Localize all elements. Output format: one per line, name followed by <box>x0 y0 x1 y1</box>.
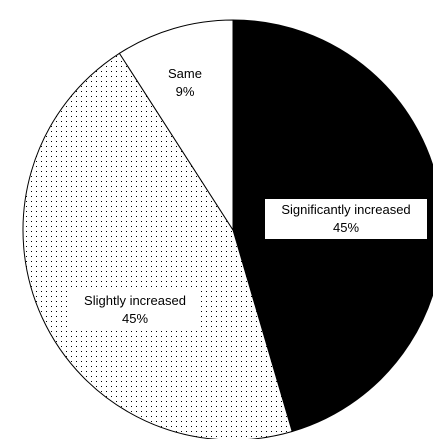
slice-category-label: Slightly increased <box>84 293 186 308</box>
slice-label-background <box>265 199 427 239</box>
slice-category-label: Significantly increased <box>281 202 410 217</box>
slice-label-background <box>161 63 209 103</box>
slice-category-label: Same <box>168 66 202 81</box>
slice-label-slightly-increased: Slightly increased 45% <box>71 290 199 330</box>
slice-value-label: 9% <box>176 84 195 99</box>
slice-label-same: Same 9% <box>161 63 209 103</box>
slice-label-significantly-increased: Significantly increased 45% <box>265 199 427 239</box>
slice-value-label: 45% <box>333 220 359 235</box>
slice-label-background <box>71 290 199 330</box>
slice-value-label: 45% <box>122 311 148 326</box>
